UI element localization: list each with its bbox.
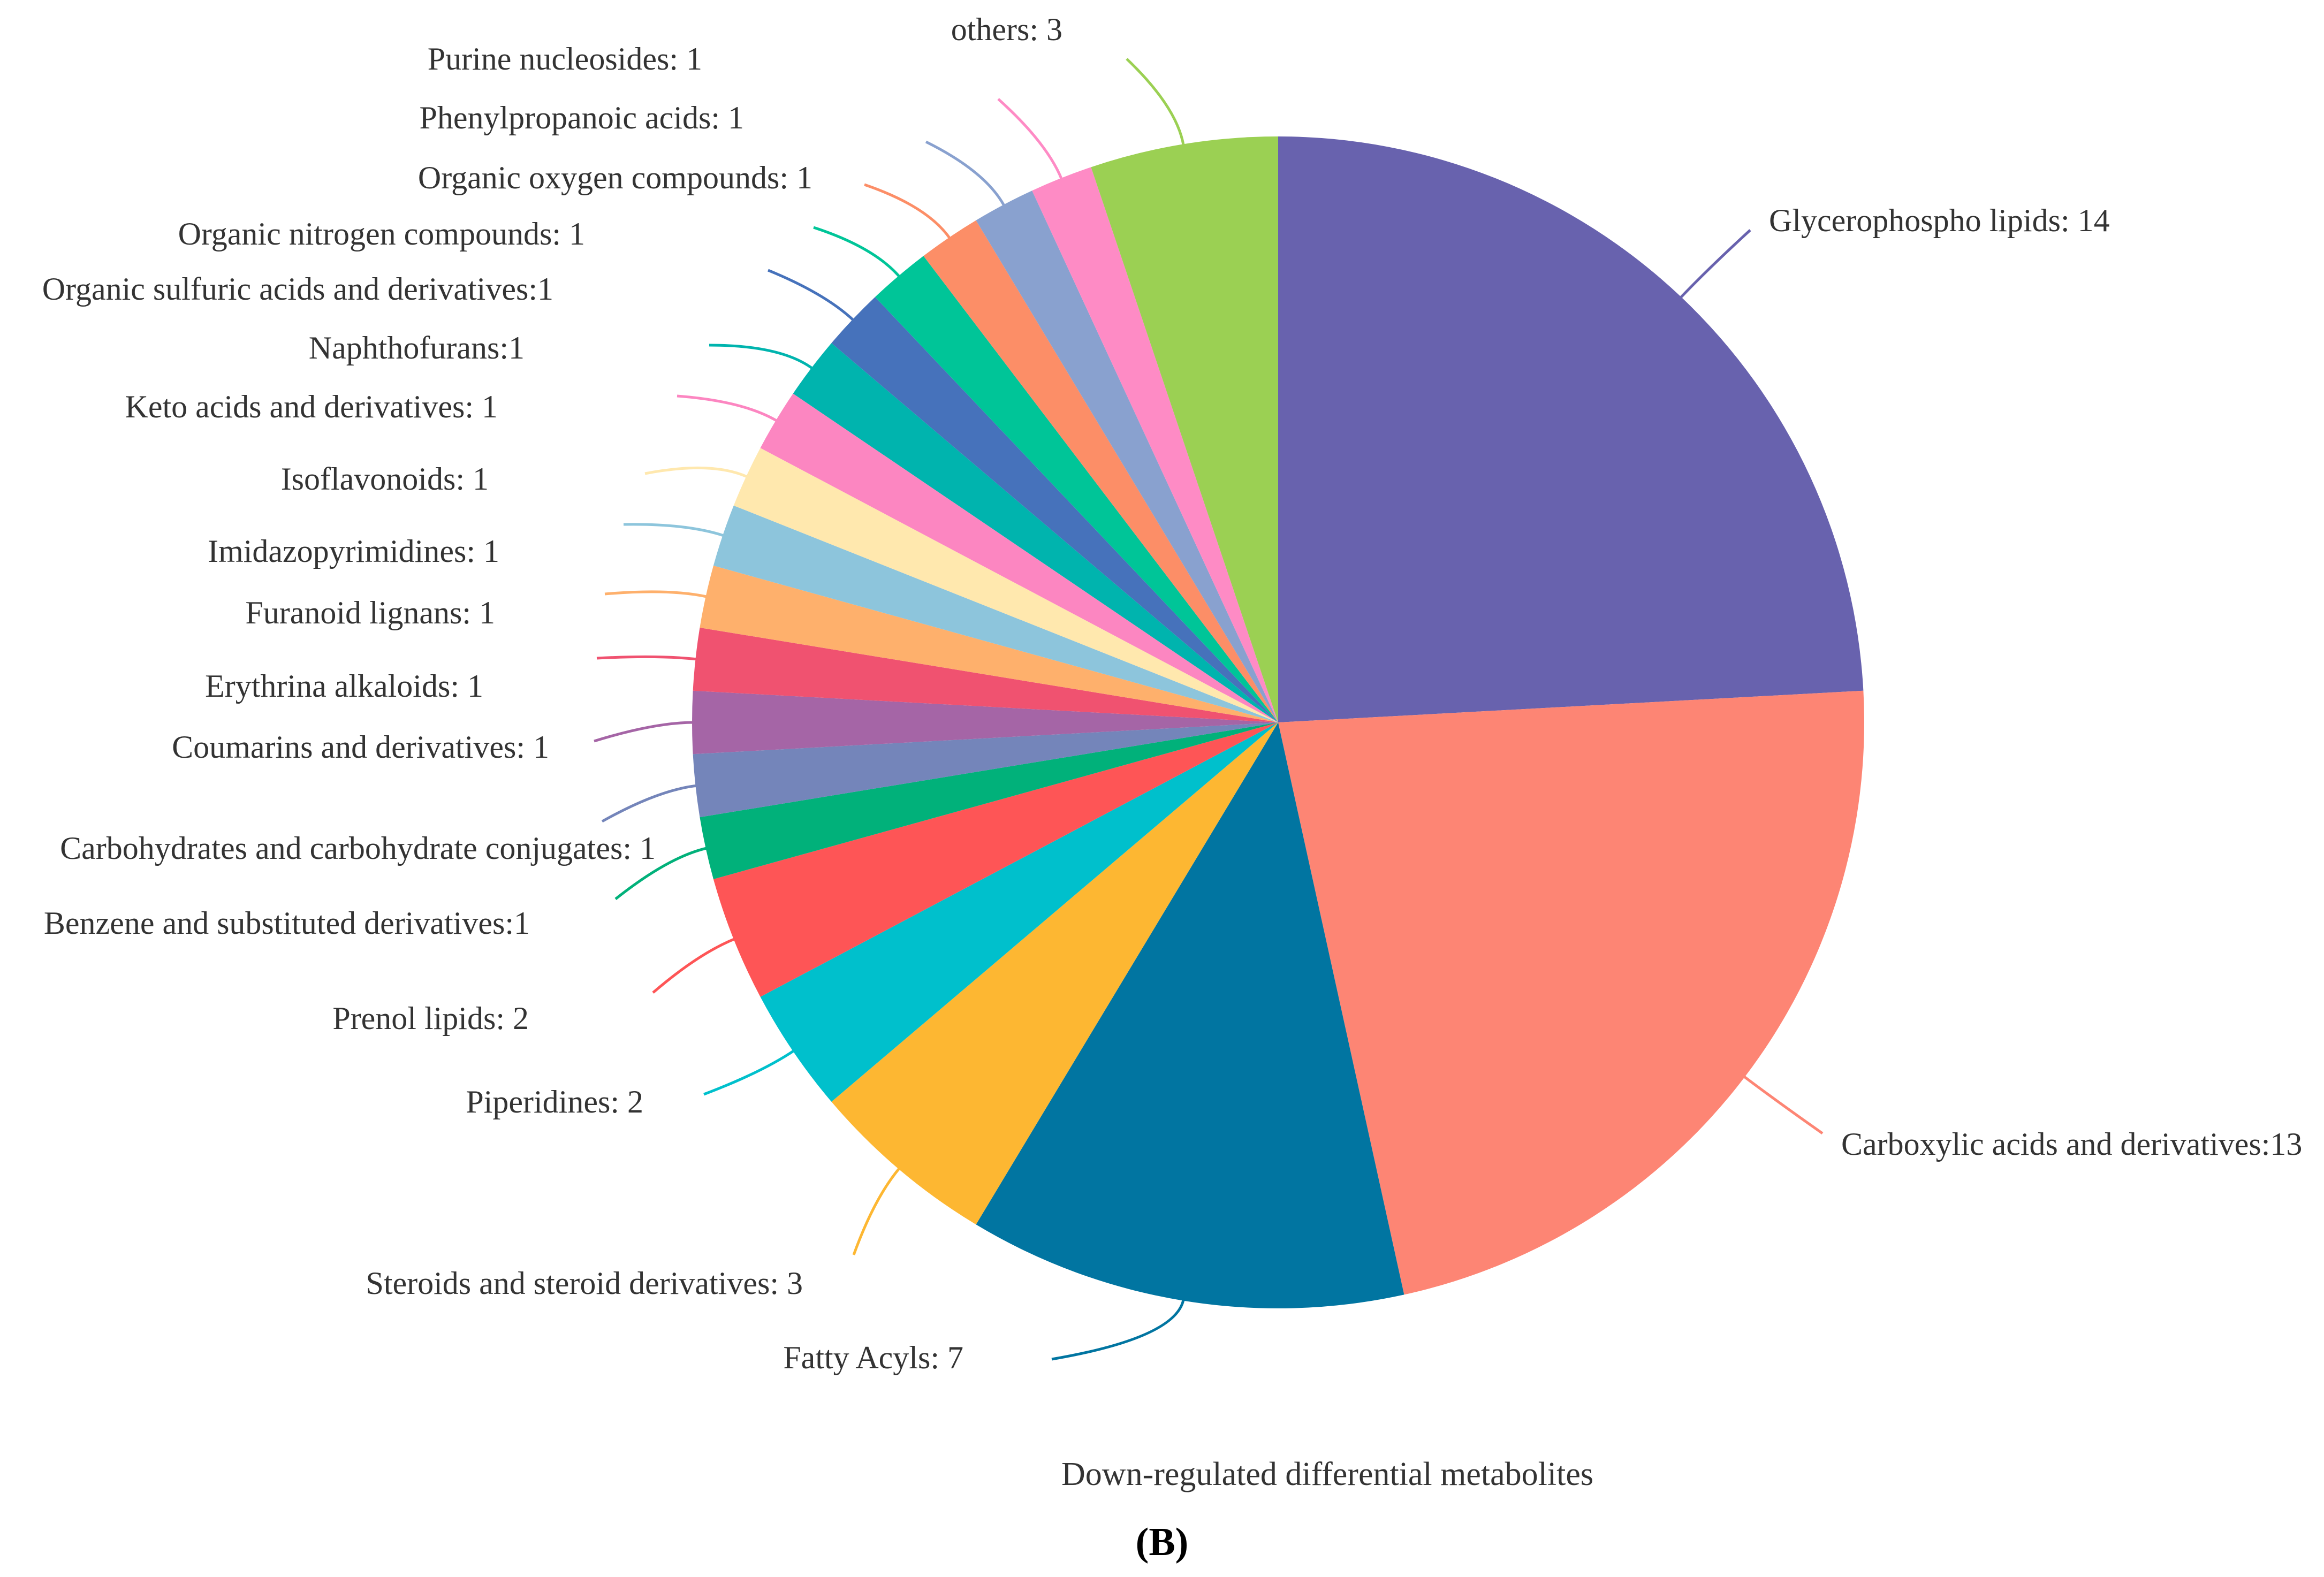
- leader-line: [768, 269, 855, 322]
- slice-label: Organic oxygen compounds: 1: [418, 160, 812, 195]
- pie-slice: [760, 722, 1278, 1102]
- slice-label: Carboxylic acids and derivatives:13: [1841, 1126, 2302, 1162]
- slice-label: Imidazopyrimidines: 1: [208, 534, 499, 569]
- pie-slice: [692, 690, 1278, 755]
- slice-label: Naphthofurans:1: [309, 330, 525, 365]
- slice-label: others: 3: [951, 12, 1062, 47]
- leader-line: [864, 183, 952, 240]
- slice-label: Piperidines: 2: [466, 1084, 643, 1119]
- pie-slice: [760, 393, 1278, 722]
- slice-label: Steroids and steroid derivatives: 3: [366, 1266, 803, 1301]
- slice-label: Erythrina alkaloids: 1: [205, 668, 483, 704]
- leader-line: [604, 590, 709, 598]
- leader-line: [614, 847, 709, 900]
- slice-label: Carbohydrates and carbohydrate conjugate…: [60, 831, 656, 866]
- leader-line: [925, 140, 1006, 208]
- leader-line: [1051, 1298, 1185, 1361]
- leader-line: [596, 655, 698, 661]
- leader-line: [623, 523, 725, 537]
- pie-slice: [793, 343, 1278, 722]
- slice-label: Coumarins and derivatives: 1: [172, 729, 549, 765]
- pie-slice: [693, 722, 1278, 818]
- panel-label: (B): [1136, 1520, 1189, 1564]
- slice-label: Furanoid lignans: 1: [245, 595, 495, 630]
- slice-label: Isoflavonoids: 1: [281, 461, 489, 497]
- leader-line: [709, 344, 815, 370]
- pie-slice: [1091, 136, 1278, 722]
- pie-slice: [733, 448, 1278, 722]
- chart-caption: Down-regulated differential metabolites: [1061, 1456, 1593, 1492]
- slice-label: Purine nucleosides: 1: [428, 41, 702, 77]
- pie-slice: [693, 627, 1278, 722]
- pie-slice: [1032, 167, 1278, 722]
- pie-slice: [713, 505, 1278, 722]
- slice-label: Organic nitrogen compounds: 1: [178, 216, 585, 252]
- pie-slice: [713, 722, 1278, 997]
- pie-slice: [923, 220, 1278, 722]
- slice-label: Keto acids and derivatives: 1: [125, 389, 498, 424]
- pie-slice: [1278, 690, 1864, 1295]
- leader-line: [601, 784, 698, 823]
- slice-label: Phenylpropanoic acids: 1: [419, 100, 744, 135]
- leader-line: [652, 937, 736, 994]
- leader-line: [852, 1166, 901, 1255]
- leader-line: [703, 1049, 796, 1096]
- leader-line: [644, 466, 749, 479]
- slice-label: Fatty Acyls: 7: [783, 1340, 963, 1375]
- pie-slice: [976, 191, 1278, 722]
- slice-label: Prenol lipids: 2: [332, 1001, 529, 1036]
- slice-label: Organic sulfuric acids and derivatives:1: [42, 271, 553, 307]
- pie-slice: [700, 722, 1278, 879]
- slice-label: Glycerophospho lipids: 14: [1769, 203, 2110, 238]
- pie-slice: [700, 566, 1278, 722]
- pie-slice: [831, 297, 1278, 722]
- leader-line: [997, 98, 1064, 181]
- pie-slice: [976, 722, 1404, 1308]
- leader-line: [1679, 229, 1751, 300]
- leader-line: [594, 721, 695, 743]
- leader-line: [1742, 1075, 1824, 1135]
- pie-slice: [1278, 136, 1864, 722]
- pie-slice: [875, 256, 1278, 722]
- leader-line: [813, 226, 901, 279]
- slice-label: Benzene and substituted derivatives:1: [44, 905, 530, 941]
- leader-line: [677, 394, 779, 423]
- pie-slice: [831, 722, 1278, 1225]
- leader-line: [1126, 58, 1185, 147]
